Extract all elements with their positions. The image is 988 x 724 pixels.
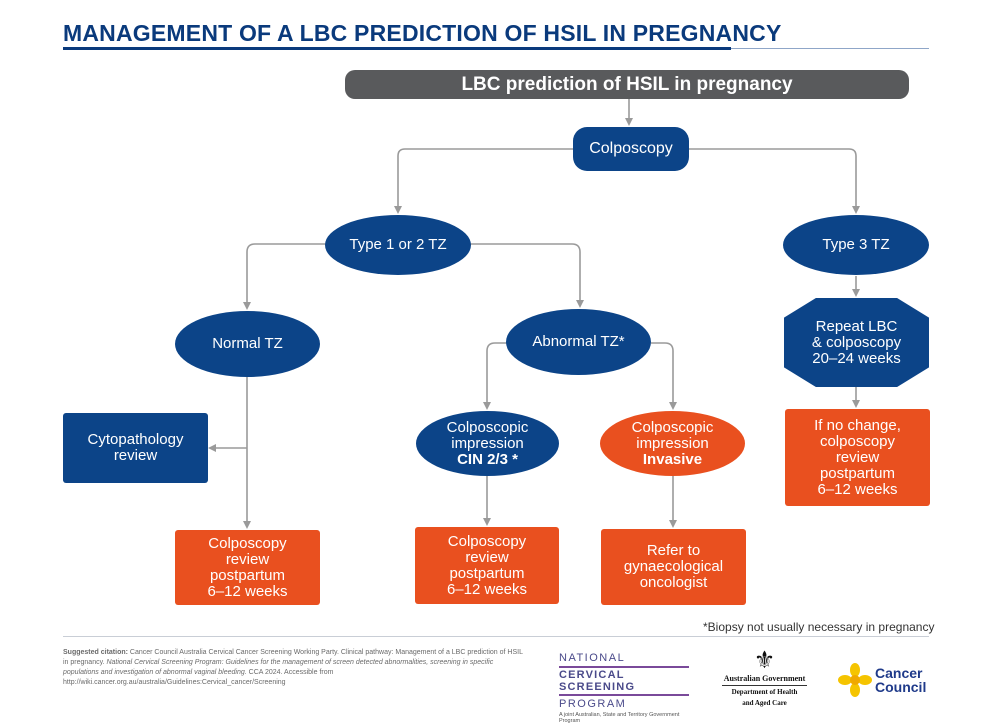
daffodil-icon <box>838 663 872 697</box>
title-underline <box>63 47 731 50</box>
repeat-line-3: 20–24 weeks <box>812 349 901 367</box>
cin-line-1: Colposcopic <box>446 418 529 436</box>
ncsp-line-4: A joint Australian, State and Territory … <box>559 712 680 724</box>
refer-line-3: oncologist <box>639 574 708 591</box>
node-review-postpartum-mid: Colposcopy review postpartum 6–12 weeks <box>415 527 559 604</box>
node-no-change: If no change, colposcopy review postpart… <box>785 409 930 506</box>
cin-line-2: impression <box>451 434 524 452</box>
nochange-line-5: 6–12 weeks <box>817 480 898 498</box>
node-repeat-lbc: Repeat LBC & colposcopy 20–24 weeks <box>784 298 929 387</box>
gov-line-3: and Aged Care <box>742 699 787 707</box>
cin-line-3: CIN 2/3 * <box>457 450 518 468</box>
nochange-line-1: If no change, <box>814 416 901 434</box>
cancer-council-line-2: Council <box>875 679 927 695</box>
footnote: *Biopsy not usually necessary in pregnan… <box>703 620 935 634</box>
cytopathology-line-2: review <box>113 447 158 464</box>
repeat-line-2: & colposcopy <box>811 333 902 351</box>
gov-line-1: Australian Government <box>722 674 807 686</box>
node-invasive-impression: Colposcopic impression Invasive <box>600 411 745 476</box>
coat-of-arms-icon: ⚜ <box>753 648 776 674</box>
citation-italic: National Cervical Screening Program: Gui… <box>63 659 494 676</box>
refer-line-2: gynaecological <box>623 558 724 575</box>
node-colposcopy: Colposcopy <box>573 127 689 171</box>
arrow-colposcopy-type12 <box>394 148 573 214</box>
arrow-colposcopy-type3 <box>689 148 860 214</box>
nochange-line-4: postpartum <box>819 464 896 482</box>
australian-government-logo: ⚜ Australian Government Department of He… <box>722 648 807 708</box>
cancer-council-line-1: Cancer <box>875 665 923 681</box>
ncsp-line-3: PROGRAM <box>559 698 627 710</box>
arrow-type12-abnormal <box>468 243 584 308</box>
nochange-line-2: colposcopy <box>819 432 896 450</box>
node-review-postpartum-left: Colposcopy review postpartum 6–12 weeks <box>175 530 320 605</box>
review-mid-line-1: Colposcopy <box>447 532 527 550</box>
node-cin-impression: Colposcopic impression CIN 2/3 * <box>416 411 559 476</box>
review-left-line-4: 6–12 weeks <box>207 582 288 600</box>
footer-rule <box>63 636 929 637</box>
citation-source: CCA 2024. Accessible from http://wiki.ca… <box>63 669 334 686</box>
citation-text: Cancer Council Australia Cervical Cancer… <box>63 649 523 666</box>
review-mid-line-3: postpartum <box>449 564 525 582</box>
repeat-line-1: Repeat LBC <box>815 317 898 335</box>
arrow-abnormal-cin <box>483 342 508 410</box>
node-cytopathology-review: Cytopathology review <box>63 413 208 483</box>
suggested-citation: Suggested citation: Cancer Council Austr… <box>63 648 523 688</box>
node-refer-oncologist: Refer to gynaecological oncologist <box>601 529 746 605</box>
invasive-line-3: Invasive <box>642 450 703 468</box>
cytopathology-line-1: Cytopathology <box>87 431 184 448</box>
ncsp-line-1: NATIONAL <box>559 652 626 664</box>
review-mid-line-4: 6–12 weeks <box>446 580 528 598</box>
node-type-1-2-tz: Type 1 or 2 TZ <box>325 215 471 275</box>
citation-label: Suggested citation: <box>63 649 128 656</box>
pathway-header: LBC prediction of HSIL in pregnancy <box>345 70 909 99</box>
node-abnormal-tz: Abnormal TZ* <box>506 309 651 375</box>
arrow-type12-normal <box>243 243 330 310</box>
page-title: MANAGEMENT OF A LBC PREDICTION OF HSIL I… <box>63 20 782 46</box>
gov-line-2: Department of Health <box>731 688 798 696</box>
invasive-line-2: impression <box>636 434 709 452</box>
ncsp-line-2: CERVICAL SCREENING <box>559 666 689 696</box>
refer-line-1: Refer to <box>646 542 701 559</box>
review-mid-line-2: review <box>465 548 509 566</box>
review-left-line-3: postpartum <box>209 566 286 584</box>
cancer-council-logo: Cancer Council <box>838 663 926 697</box>
review-left-line-1: Colposcopy <box>208 534 287 552</box>
invasive-line-1: Colposcopic <box>631 418 714 436</box>
node-type-3-tz: Type 3 TZ <box>783 215 929 275</box>
arrow-abnormal-invasive <box>651 342 677 410</box>
ncsp-logo: NATIONAL CERVICAL SCREENING PROGRAM A jo… <box>559 652 689 724</box>
nochange-line-3: review <box>835 448 880 466</box>
review-left-line-2: review <box>225 550 270 568</box>
node-normal-tz: Normal TZ <box>175 311 320 377</box>
